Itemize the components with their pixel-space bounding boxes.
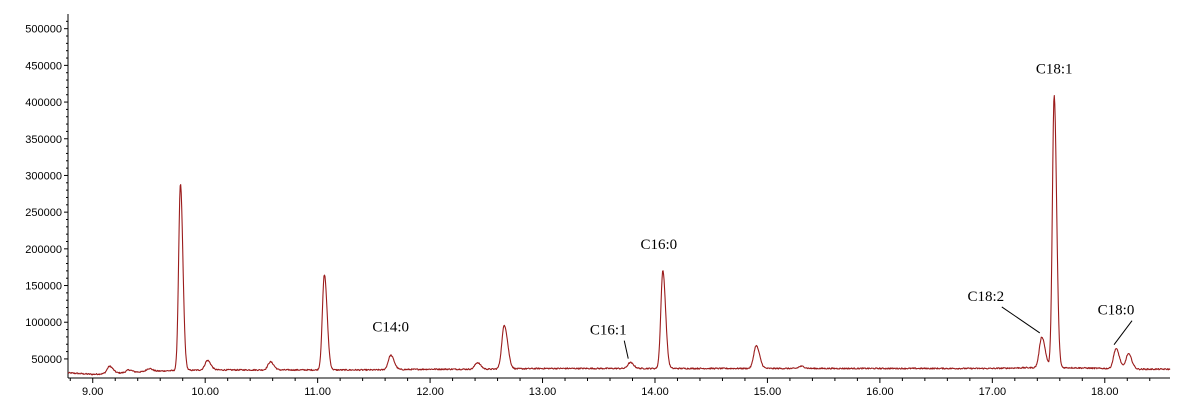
y-tick-label: 350000 — [25, 134, 62, 146]
x-tick-label: 14.00 — [641, 386, 669, 398]
peak-label: C18:2 — [967, 289, 1004, 305]
peak-label: C18:0 — [1098, 303, 1135, 319]
y-tick-label: 150000 — [25, 281, 62, 293]
x-axis: 9.00 10.00 11.00 12.00 13.00 14.00 15.00 16.00 1… — [68, 377, 1170, 398]
x-tick-label: 13.00 — [529, 386, 557, 398]
peak-label: C16:1 — [590, 323, 627, 339]
x-tick-label: 10.00 — [191, 386, 219, 398]
peak-annotations: C14:0 C16:1 C16:0 C18:2 C18:1 C18:0 — [372, 61, 1135, 359]
y-tick-label: 250000 — [25, 207, 62, 219]
y-tick-label: 50000 — [31, 354, 62, 366]
x-tick-label: 16.00 — [866, 386, 894, 398]
x-tick-label: 18.00 — [1091, 386, 1119, 398]
x-tick-label: 11.00 — [304, 386, 331, 398]
y-axis: 50000 100000 150000 200000 250000 300000 35000… — [25, 14, 69, 378]
annotation-leader-line — [1001, 306, 1041, 334]
x-tick-label: 12.00 — [416, 386, 444, 398]
chromatogram-trace — [67, 94, 1171, 376]
peak-label: C16:0 — [641, 237, 678, 253]
x-tick-label: 9.00 — [82, 386, 103, 398]
x-tick-label: 15.00 — [754, 386, 782, 398]
x-tick-label: 17.00 — [979, 386, 1007, 398]
y-tick-label: 450000 — [25, 60, 62, 72]
peak-label: C14:0 — [372, 319, 409, 335]
annotation-leader-line — [623, 340, 629, 359]
annotation-leader-line — [1113, 320, 1133, 345]
y-tick-label: 100000 — [25, 317, 62, 329]
peak-label: C18:1 — [1036, 61, 1073, 77]
y-tick-label: 300000 — [25, 170, 62, 182]
y-tick-label: 400000 — [25, 97, 62, 109]
y-tick-label: 200000 — [25, 244, 62, 256]
y-tick-label: 500000 — [25, 24, 62, 36]
